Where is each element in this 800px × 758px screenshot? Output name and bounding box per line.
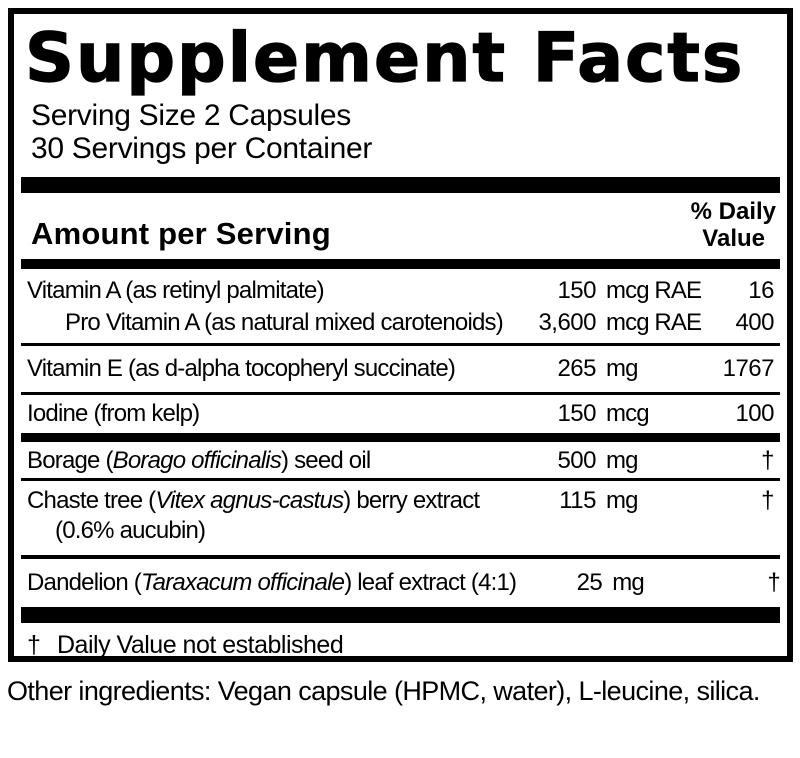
servings-per-container: 30 Servings per Container [31,132,373,166]
nutrient-daily-value: 100 [735,400,774,428]
nutrient-name-latin: Borago officinalis [112,447,282,475]
amount-per-serving-header: Amount per Serving [31,216,331,252]
nutrient-name-text: Borage ( [27,447,113,475]
nutrient-row-dandelion: Dandelion (Taraxacum officinale) leaf ex… [21,559,781,607]
nutrient-unit: mg [606,355,638,383]
nutrient-amount: 265 [557,355,596,383]
daily-value-header-line2: Value [702,224,765,252]
nutrient-unit: mg [606,487,638,515]
nutrient-name: Vitamin E (as d-alpha tocopheryl succina… [27,355,510,383]
nutrient-name-suffix: ) leaf extract (4:1) [344,569,517,597]
nutrient-unit: mg [612,569,644,597]
nutrient-daily-value: 400 [735,309,774,337]
nutrient-name: Borage (Borago officinalis) seed oil [27,447,510,475]
thick-divider-top [21,176,780,193]
section-divider [21,433,780,443]
panel-title: Supplement Facts [24,19,745,98]
nutrient-daily-value: 16 [748,277,774,305]
nutrient-name-subline: (0.6% aucubin) [55,517,206,545]
nutrient-name: Chaste tree (Vitex agnus-castus) berry e… [27,487,510,515]
nutrient-name-latin: Vitex agnus-castus [155,487,344,515]
dagger-symbol: † [27,631,41,660]
nutrient-amount: 150 [557,400,596,428]
nutrient-amount: 115 [559,487,596,515]
row-divider-medium [21,555,780,560]
thick-divider-bottom [21,607,780,624]
nutrient-name-text: Dandelion ( [27,569,142,597]
footnote-text: Daily Value not established [57,631,344,660]
row-divider [21,478,780,482]
nutrient-name-text: Pro Vitamin A (as natural mixed caroteno… [65,309,504,337]
nutrient-unit: mcg [606,400,650,428]
nutrient-row-pro-vitamin-a: Pro Vitamin A (as natural mixed caroteno… [21,307,780,343]
header-divider [21,259,780,270]
nutrient-name-suffix: ) berry extract [343,487,480,515]
nutrient-name: Dandelion (Taraxacum officinale) leaf ex… [27,569,517,597]
nutrient-unit: mcg RAE [606,277,702,305]
nutrient-amount: 500 [557,447,596,475]
nutrient-name-text: Vitamin E (as d-alpha tocopheryl succina… [27,355,456,383]
nutrient-row-chaste-tree: Chaste tree (Vitex agnus-castus) berry e… [21,481,780,515]
nutrient-unit: mg [606,447,638,475]
nutrient-name: Iodine (from kelp) [27,400,510,428]
serving-size: Serving Size 2 Capsules [31,98,351,132]
nutrient-name: Pro Vitamin A (as natural mixed caroteno… [27,309,510,337]
column-header-row: Amount per Serving % Daily Value [21,193,780,259]
nutrient-name-text: Vitamin A (as retinyl palmitate) [27,277,325,305]
nutrient-row-chaste-tree-subline: (0.6% aucubin) [21,515,780,555]
nutrient-daily-value: † [761,487,774,515]
nutrient-amount: 150 [557,277,596,305]
row-divider [21,343,780,347]
nutrient-unit: mcg RAE [606,309,702,337]
row-divider [21,392,780,396]
nutrient-name-text: Iodine (from kelp) [27,400,200,428]
nutrient-name: Vitamin A (as retinyl palmitate) [27,277,510,305]
nutrient-daily-value: † [761,447,774,475]
other-ingredients: Other ingredients: Vegan capsule (HPMC, … [7,676,760,706]
nutrient-name-suffix: ) seed oil [281,447,371,475]
nutrient-row-vitamin-a: Vitamin A (as retinyl palmitate) 150 mcg… [21,269,780,307]
daily-value-header-line1: % Daily [690,197,776,225]
nutrient-name-latin: Taraxacum officinale [140,569,345,597]
nutrient-daily-value: † [767,569,781,597]
nutrient-row-vitamin-e: Vitamin E (as d-alpha tocopheryl succina… [21,346,780,392]
nutrient-name-text: Chaste tree ( [27,487,156,515]
daily-value-header: % Daily Value [691,198,776,252]
footnote: † Daily Value not established [21,623,780,660]
nutrient-amount: 25 [576,569,603,597]
nutrient-row-iodine: Iodine (from kelp) 150 mcg 100 [21,395,780,433]
nutrient-row-borage: Borage (Borago officinalis) seed oil 500… [21,442,780,478]
nutrient-daily-value: 1767 [722,355,775,383]
supplement-facts-panel: Supplement Facts Serving Size 2 Capsules… [8,8,793,662]
nutrient-amount: 3,600 [538,309,596,337]
